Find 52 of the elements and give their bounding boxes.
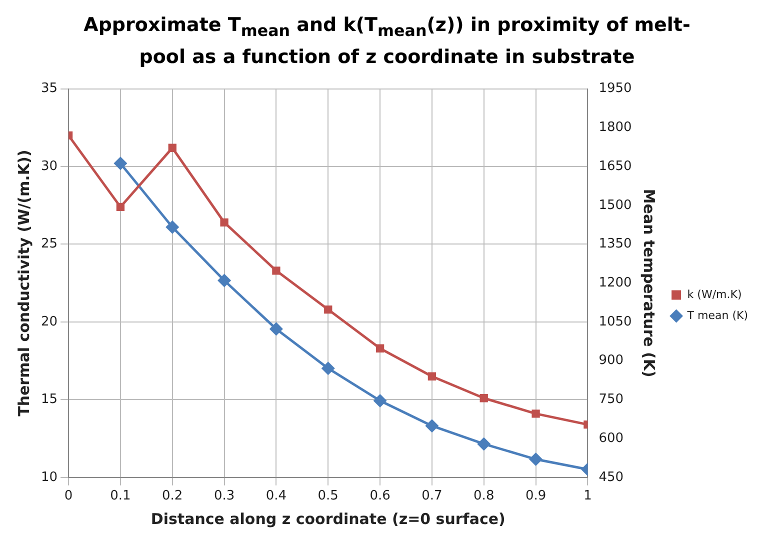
x-tick-label: 0.6 <box>370 488 390 504</box>
x-tick-label: 0 <box>64 488 73 504</box>
x-tick-label: 1 <box>584 488 592 504</box>
x-axis-title: Distance along z coordinate (z=0 surface) <box>150 510 506 528</box>
point <box>218 274 231 287</box>
point <box>376 344 384 352</box>
x-tick-label: 0.2 <box>162 488 183 504</box>
y2-tick-label: 1650 <box>598 158 632 174</box>
chart-title: Approximate T$_{mean}$ and k(T$_{mean}$(z)) in proximity of melt-pool as a function of z coordinate in substrate <box>82 13 692 70</box>
point <box>426 419 438 432</box>
x-tick-label: 0.3 <box>214 488 235 504</box>
y2-tick-label: 750 <box>598 392 624 407</box>
y-tick-label: 10 <box>40 470 58 485</box>
x-tick-label: 0.7 <box>422 488 442 504</box>
point <box>324 305 332 314</box>
y2-tick-label: 450 <box>598 470 624 485</box>
legend-label: T mean (K) <box>686 308 748 322</box>
y2-tick-label: 1050 <box>598 314 632 330</box>
y-axis-title: Thermal conductivity (W/(m.K)) <box>14 150 33 416</box>
point <box>116 202 125 211</box>
y-tick-label: 30 <box>40 158 58 174</box>
y-tick-label: 15 <box>40 392 58 407</box>
x-tick-label: 0.4 <box>266 488 287 504</box>
point <box>270 322 282 335</box>
y-tick-label: 25 <box>40 236 58 252</box>
point <box>374 394 386 407</box>
point <box>322 362 334 374</box>
y2-tick-label: 600 <box>598 430 624 446</box>
point <box>530 452 542 466</box>
x-tick-label: 0.8 <box>474 488 494 504</box>
point <box>428 372 436 380</box>
x-tick-label: 0.1 <box>110 488 131 504</box>
y2-tick-label: 1500 <box>598 198 632 213</box>
point <box>220 218 228 226</box>
x-tick-label: 0.5 <box>318 488 338 504</box>
legend-label: k (W/m.K) <box>687 288 742 301</box>
x-tick-label: 0.9 <box>525 488 546 504</box>
y2-tick-label: 1950 <box>598 80 632 96</box>
y-tick-label: 20 <box>40 314 58 330</box>
y2-tick-label: 1350 <box>598 236 632 252</box>
y2-axis-title: Mean temperature (K) <box>640 188 658 378</box>
point <box>480 394 488 402</box>
point <box>166 220 179 234</box>
y2-tick-label: 900 <box>598 352 624 368</box>
point <box>272 266 280 275</box>
point <box>168 144 176 152</box>
y2-tick-label: 1800 <box>598 120 632 135</box>
point <box>532 409 540 418</box>
y-tick-label: 35 <box>40 80 58 96</box>
y2-tick-label: 1200 <box>598 275 632 290</box>
point <box>478 438 490 450</box>
point <box>114 156 127 170</box>
